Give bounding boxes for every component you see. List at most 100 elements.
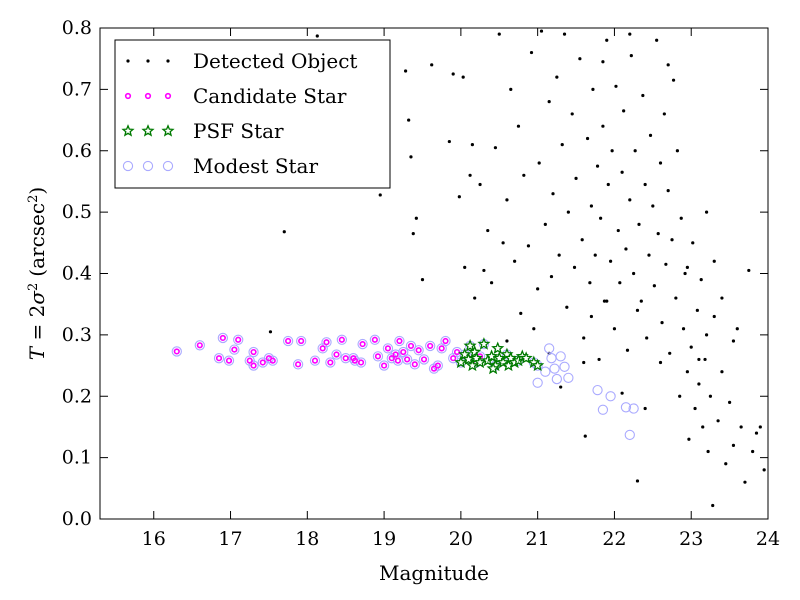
x-tick-label: 20 bbox=[449, 528, 473, 550]
detected-object-point bbox=[403, 69, 408, 73]
detected-object-point bbox=[671, 78, 676, 82]
psf-star-point bbox=[468, 345, 482, 358]
modest-star-point bbox=[171, 346, 182, 357]
modest-star-point bbox=[592, 384, 603, 396]
detected-object-point bbox=[493, 146, 498, 150]
legend-marker bbox=[126, 59, 130, 63]
candidate-star-point bbox=[219, 334, 226, 342]
legend-entries: Detected Object Candidate Star PSF Star Mod… bbox=[121, 49, 357, 178]
detected-object-point bbox=[532, 327, 536, 331]
candidate-star-point bbox=[371, 336, 378, 343]
detected-object-point bbox=[720, 296, 724, 300]
detected-object-point bbox=[447, 139, 451, 144]
detected-object-point bbox=[420, 278, 425, 282]
points-layer bbox=[171, 29, 766, 508]
candidate-star-point bbox=[380, 362, 388, 369]
legend-label: Modest Star bbox=[193, 154, 318, 178]
detected-object-point bbox=[620, 391, 624, 395]
detected-object-point bbox=[602, 299, 607, 303]
detected-object-point bbox=[605, 38, 609, 42]
detected-object-point bbox=[588, 281, 592, 285]
detected-object-point bbox=[549, 274, 554, 279]
detected-object-point bbox=[612, 327, 617, 331]
candidate-star-point bbox=[246, 357, 253, 364]
detected-object-point bbox=[505, 198, 509, 202]
detected-object-point bbox=[430, 63, 434, 67]
detected-object-point bbox=[666, 189, 670, 193]
candidate-star-point bbox=[357, 359, 365, 366]
legend-entry-detected-object: Detected Object bbox=[126, 49, 357, 73]
detected-object-point bbox=[735, 327, 739, 331]
detected-object-point bbox=[570, 112, 574, 116]
modest-star-point bbox=[282, 335, 294, 347]
detected-object-point bbox=[555, 75, 559, 79]
detected-object-point bbox=[489, 281, 494, 285]
legend-marker bbox=[166, 59, 170, 63]
detected-object-point bbox=[758, 425, 762, 429]
detected-object-point bbox=[703, 357, 707, 362]
detected-object-point bbox=[647, 253, 651, 257]
y-tick-label: 0.6 bbox=[62, 140, 92, 162]
detected-object-point bbox=[652, 284, 656, 288]
detected-object-point bbox=[762, 468, 766, 472]
modest-star-point bbox=[317, 343, 328, 354]
detected-object-point bbox=[666, 63, 670, 67]
modest-star-point bbox=[413, 345, 424, 356]
candidate-star-point bbox=[294, 361, 302, 368]
modest-star-point bbox=[563, 372, 574, 383]
detected-object-point bbox=[473, 296, 477, 300]
detected-object-point bbox=[539, 29, 544, 33]
detected-object-point bbox=[543, 222, 547, 226]
detected-object-point bbox=[597, 357, 601, 362]
detected-object-point bbox=[697, 382, 701, 386]
detected-object-point bbox=[599, 216, 603, 220]
candidate-star-point bbox=[407, 342, 415, 350]
legend-marker bbox=[121, 124, 135, 137]
detected-object-point bbox=[656, 232, 660, 236]
x-tick-label: 18 bbox=[295, 528, 319, 550]
psf-star-point bbox=[477, 337, 491, 350]
detected-object-point bbox=[624, 247, 628, 251]
detected-object-point bbox=[407, 118, 411, 122]
detected-object-point bbox=[582, 336, 586, 340]
detected-object-point bbox=[618, 281, 622, 285]
detected-object-point bbox=[697, 357, 701, 362]
modest-star-point bbox=[229, 344, 240, 355]
modest-star-point bbox=[336, 334, 348, 345]
detected-object-point bbox=[731, 443, 736, 447]
detected-object-point bbox=[605, 299, 609, 303]
modest-star-point bbox=[248, 346, 259, 358]
detected-object-point bbox=[574, 176, 578, 180]
candidate-star-point bbox=[215, 355, 223, 362]
candidate-star-point bbox=[388, 355, 395, 362]
detected-object-point bbox=[679, 216, 683, 220]
modest-star-point bbox=[248, 360, 259, 371]
detected-object-point bbox=[668, 351, 672, 355]
x-tick-label: 21 bbox=[526, 528, 550, 550]
modest-star-point bbox=[628, 403, 639, 414]
candidate-star-point bbox=[392, 351, 399, 358]
y-axis-label-sup: 2 bbox=[26, 283, 41, 291]
detected-object-point bbox=[565, 305, 569, 309]
detected-object-point bbox=[651, 204, 655, 208]
modest-star-point bbox=[555, 351, 566, 362]
detected-object-point bbox=[522, 173, 526, 177]
legend-entry-psf-star: PSF Star bbox=[121, 119, 284, 143]
detected-object-point bbox=[557, 253, 561, 257]
modest-star-point bbox=[382, 343, 394, 354]
modest-star-point bbox=[532, 377, 543, 388]
detected-object-point bbox=[560, 143, 564, 147]
psf-star-point bbox=[463, 338, 477, 352]
detected-object-point bbox=[704, 210, 709, 214]
modest-star-point bbox=[372, 351, 384, 362]
detected-object-point bbox=[685, 370, 689, 374]
detected-object-point bbox=[585, 136, 590, 141]
detected-object-point bbox=[751, 449, 755, 454]
detected-object-point bbox=[716, 419, 720, 423]
y-tick-label: 0.4 bbox=[62, 263, 92, 285]
detected-object-point bbox=[505, 339, 509, 343]
candidate-star-point bbox=[259, 359, 266, 366]
detected-object-point bbox=[501, 241, 505, 245]
candidate-star-point bbox=[298, 337, 305, 345]
candidate-star-point bbox=[384, 345, 392, 352]
